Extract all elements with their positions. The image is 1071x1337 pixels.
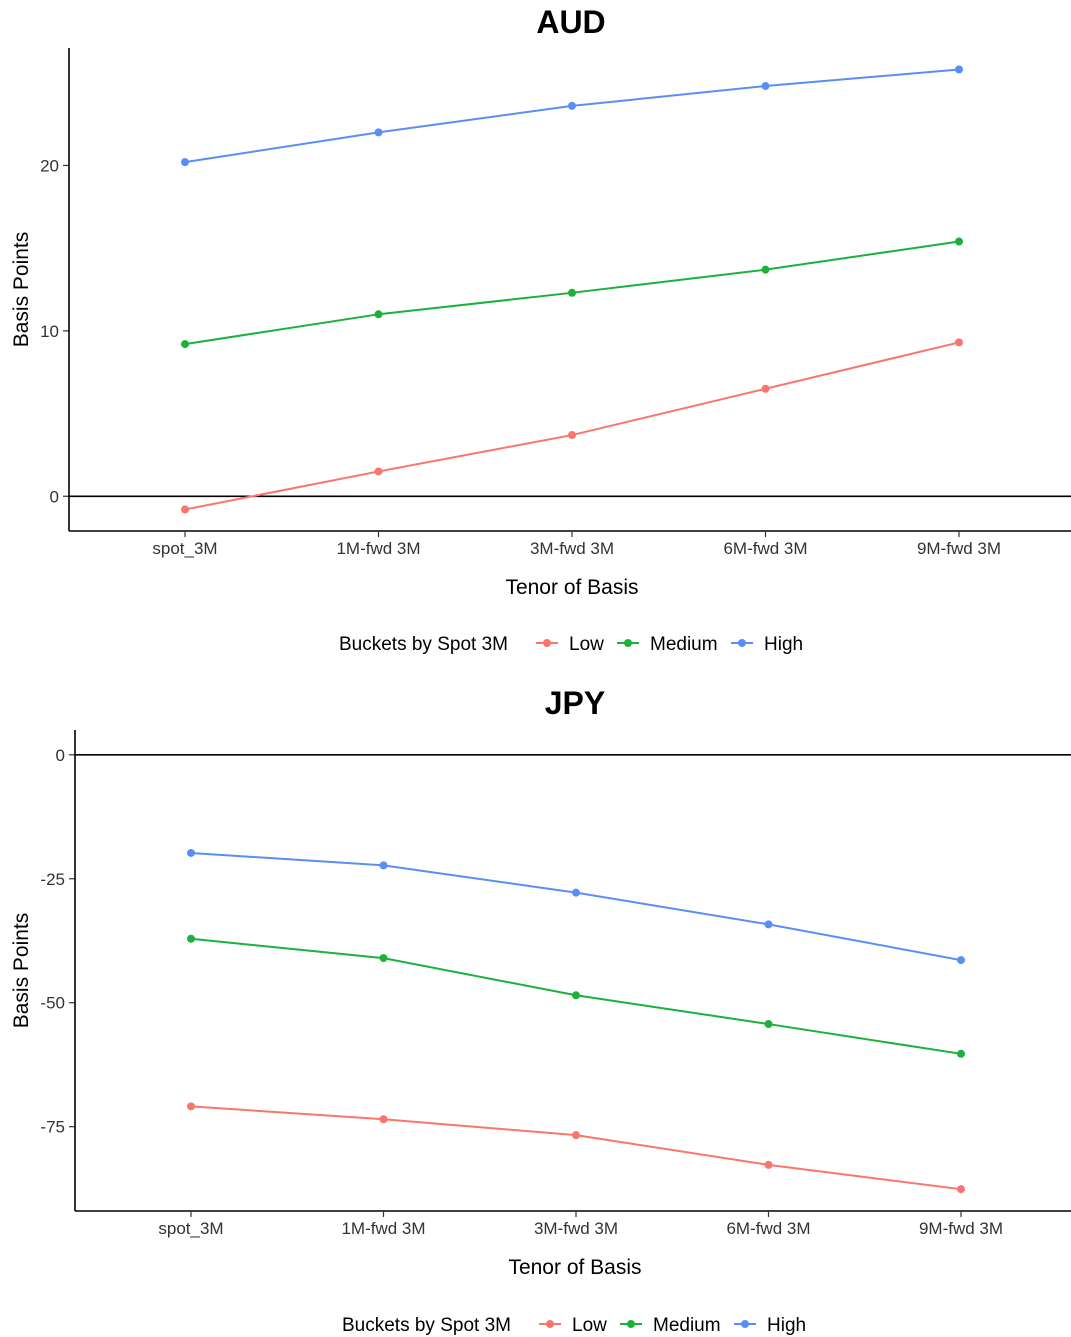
y-tick-label: -50 <box>40 994 65 1013</box>
x-tick-label: 6M-fwd 3M <box>723 539 807 558</box>
x-tick-label: 9M-fwd 3M <box>917 539 1001 558</box>
x-tick-label: 6M-fwd 3M <box>726 1219 810 1238</box>
legend-label: Low <box>572 1315 607 1336</box>
y-tick-label: 0 <box>56 746 65 765</box>
data-point <box>379 1115 388 1124</box>
data-point <box>957 956 965 965</box>
legend-item-high: High <box>734 1315 806 1336</box>
data-point <box>955 237 963 246</box>
x-axis-title: Tenor of Basis <box>508 1256 641 1279</box>
data-point <box>379 861 388 870</box>
data-point <box>572 888 580 897</box>
data-point <box>764 1160 773 1169</box>
legend-label: Medium <box>650 634 718 655</box>
chart-panel-aud: AUD 0 10 20 spot_3M 1M-fwd 3M 3M-fwd 3M 6M-fw… <box>10 4 1071 655</box>
data-point <box>374 467 383 476</box>
legend-key-point <box>546 1320 554 1328</box>
y-tick-label: -75 <box>40 1118 65 1137</box>
y-axis-title: Basis Points <box>10 232 33 348</box>
series-line <box>184 341 960 511</box>
data-point <box>955 338 963 347</box>
y-tick-label: 20 <box>40 156 59 175</box>
data-point <box>764 1020 773 1029</box>
x-axis-ticks: spot_3M 1M-fwd 3M 3M-fwd 3M 6M-fwd 3M 9M-fwd… <box>158 1211 1003 1238</box>
y-axis-title: Basis Points <box>10 913 33 1029</box>
series-low <box>181 338 963 514</box>
legend-key-point <box>738 639 746 647</box>
data-point <box>568 101 576 110</box>
legend-label: Low <box>569 634 604 655</box>
series-layer <box>187 848 965 1194</box>
legend: Buckets by Spot 3M Low Medium High <box>342 1315 806 1336</box>
legend-item-low: Low <box>536 634 604 655</box>
y-tick-label: 0 <box>50 487 59 506</box>
legend-label: Medium <box>653 1315 721 1336</box>
data-point <box>957 1185 965 1194</box>
chart-panel-jpy: JPY -75 -50 -25 0 spot_3M 1M-fwd 3M 3M-fwd 3M… <box>10 685 1071 1336</box>
data-point <box>764 920 773 929</box>
data-point <box>374 310 383 319</box>
series-medium <box>181 237 963 349</box>
legend-title: Buckets by Spot 3M <box>339 634 508 655</box>
chart-title: AUD <box>536 4 605 40</box>
legend-item-high: High <box>731 634 803 655</box>
legend-key-point <box>741 1320 749 1328</box>
y-tick-label: -25 <box>40 870 65 889</box>
legend: Buckets by Spot 3M Low Medium High <box>339 634 803 655</box>
series-line <box>190 851 962 962</box>
legend-key-point <box>624 639 632 647</box>
legend-label: High <box>764 634 803 655</box>
legend-title: Buckets by Spot 3M <box>342 1315 511 1336</box>
data-point <box>568 288 576 297</box>
series-medium <box>187 934 965 1058</box>
data-point <box>374 128 383 137</box>
legend-item-medium: Medium <box>617 634 718 655</box>
data-point <box>187 1102 195 1111</box>
data-point <box>761 384 770 393</box>
legend-label: High <box>767 1315 806 1336</box>
x-tick-label: 1M-fwd 3M <box>336 539 420 558</box>
y-tick-label: 10 <box>40 322 59 341</box>
series-layer <box>181 65 963 514</box>
series-high <box>181 65 963 167</box>
data-point <box>572 991 580 1000</box>
data-point <box>572 1131 580 1140</box>
series-line <box>184 68 960 164</box>
x-tick-label: 3M-fwd 3M <box>534 1219 618 1238</box>
data-point <box>955 65 963 74</box>
x-tick-label: spot_3M <box>152 539 217 558</box>
x-tick-label: 1M-fwd 3M <box>341 1219 425 1238</box>
x-tick-label: 9M-fwd 3M <box>919 1219 1003 1238</box>
data-point <box>761 82 770 91</box>
y-axis-ticks: -75 -50 -25 0 <box>40 746 75 1137</box>
x-axis-title: Tenor of Basis <box>505 576 638 599</box>
data-point <box>187 934 195 943</box>
series-line <box>190 1105 962 1191</box>
legend-key-point <box>627 1320 635 1328</box>
data-point <box>187 848 195 857</box>
data-point <box>181 340 189 349</box>
x-tick-label: spot_3M <box>158 1219 223 1238</box>
legend-item-medium: Medium <box>620 1315 721 1336</box>
series-high <box>187 848 965 965</box>
data-point <box>181 505 189 514</box>
legend-key-point <box>543 639 551 647</box>
legend-item-low: Low <box>539 1315 607 1336</box>
data-point <box>379 954 388 963</box>
data-point <box>761 265 770 274</box>
chart-title: JPY <box>545 685 605 721</box>
x-axis-ticks: spot_3M 1M-fwd 3M 3M-fwd 3M 6M-fwd 3M 9M-fwd… <box>152 531 1001 558</box>
series-low <box>187 1102 965 1194</box>
x-tick-label: 3M-fwd 3M <box>530 539 614 558</box>
data-point <box>957 1049 965 1058</box>
data-point <box>568 431 576 440</box>
y-axis-ticks: 0 10 20 <box>40 156 69 506</box>
data-point <box>181 158 189 167</box>
